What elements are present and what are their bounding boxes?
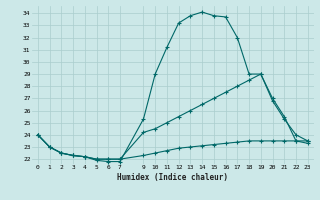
X-axis label: Humidex (Indice chaleur): Humidex (Indice chaleur) [117,173,228,182]
